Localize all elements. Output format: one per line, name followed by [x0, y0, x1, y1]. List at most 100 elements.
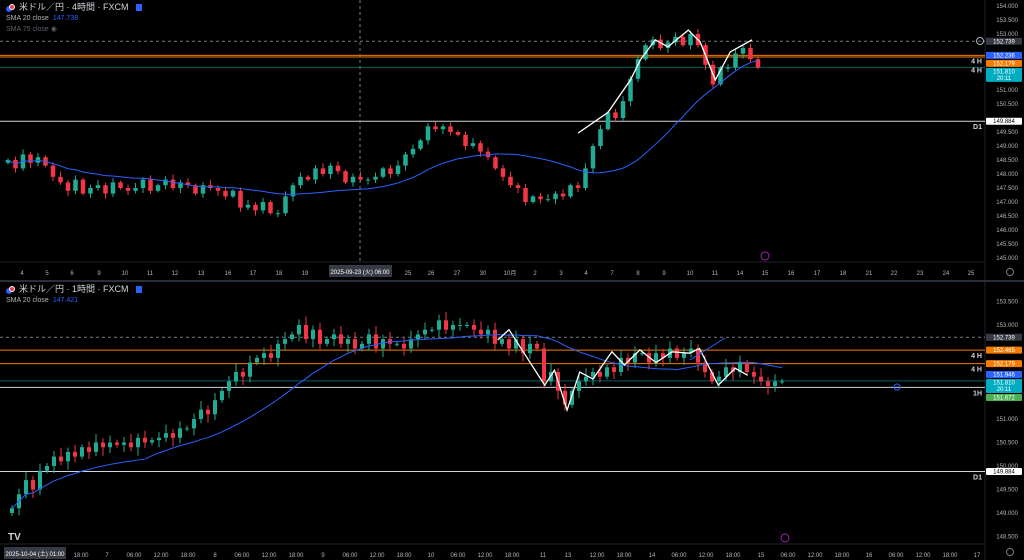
- sma20-legend[interactable]: SMA 20 close 147.738: [6, 13, 142, 24]
- chart-pane-4h[interactable]: 154.000 153.500 153.000 151.000 150.500 149.5…: [0, 0, 1024, 280]
- candle-body: [410, 148, 416, 155]
- sma75-legend[interactable]: SMA 75 close ◉: [6, 24, 142, 35]
- price-tick: 148.500: [996, 535, 1018, 541]
- candle-body: [163, 179, 168, 186]
- market-flag-icon: [135, 4, 142, 11]
- candle-body: [360, 343, 364, 349]
- chart-pane-1h[interactable]: 153.500 153.000 151.000 150.500 150.000 149.5…: [0, 282, 1024, 560]
- candle-body: [220, 390, 224, 401]
- candle-body: [275, 213, 281, 215]
- price-tick: 149.000: [996, 144, 1018, 150]
- candle-body: [297, 325, 301, 335]
- candle-body: [50, 165, 56, 177]
- candle-body: [260, 202, 266, 211]
- timeframe-tag: 1H: [973, 390, 982, 397]
- candle-body: [73, 451, 77, 457]
- sma20-label: SMA 20 close: [6, 15, 49, 22]
- time-tick: 24: [943, 271, 950, 277]
- pane-separator[interactable]: [0, 280, 1024, 282]
- chart-canvas-4h[interactable]: 154.000 153.500 153.000 151.000 150.500 149.5…: [0, 0, 1024, 280]
- price-tick: 151.000: [996, 417, 1018, 423]
- candle-body: [269, 353, 273, 358]
- candle-body: [125, 188, 131, 191]
- candle-body: [748, 48, 753, 60]
- candle-body: [563, 390, 567, 405]
- price-label-bg: [986, 346, 1022, 354]
- tradingview-logo[interactable]: TV: [8, 532, 21, 543]
- price-tick: 153.500: [996, 18, 1018, 24]
- candle-body: [358, 176, 363, 180]
- countdown-label: 20:11: [997, 76, 1012, 82]
- candle-body: [66, 451, 70, 462]
- candle-body: [95, 185, 101, 188]
- candle-body: [612, 367, 616, 372]
- time-tick: 06:00: [780, 553, 796, 559]
- candle-body: [253, 204, 258, 211]
- time-tick: 10: [122, 271, 129, 277]
- add-alert-icon: [976, 37, 984, 45]
- sma20-legend[interactable]: SMA 20 close 147.421: [6, 295, 142, 306]
- price-label: 151.810: [993, 381, 1015, 387]
- time-tick: 27: [454, 271, 461, 277]
- candle-body: [598, 129, 603, 146]
- settings-icon: [1006, 548, 1014, 556]
- time-tick: 19: [302, 271, 309, 277]
- time-tick: 16: [788, 271, 795, 277]
- countdown-label: 20:11: [997, 387, 1012, 393]
- price-tick: 147.500: [996, 186, 1018, 192]
- candle-body: [507, 339, 511, 349]
- zigzag-drawing: [577, 29, 753, 134]
- price-label: 152.179: [993, 362, 1015, 368]
- candle-body: [409, 339, 413, 349]
- candle-body: [80, 447, 84, 457]
- time-tick: 8: [213, 553, 217, 559]
- candle-body: [780, 381, 784, 383]
- candle-body: [304, 325, 308, 340]
- candle-body: [680, 36, 686, 46]
- sma20-value: 147.421: [52, 297, 79, 304]
- candle-body: [223, 190, 228, 197]
- candle-body: [538, 196, 543, 200]
- candle-body: [500, 339, 504, 344]
- candle-body: [658, 39, 663, 48]
- candle-body: [24, 480, 28, 495]
- candle-body: [178, 428, 182, 438]
- candle-body: [455, 132, 461, 135]
- candle-body: [206, 409, 210, 415]
- candle-body: [59, 456, 63, 462]
- settings-icon: [1006, 268, 1014, 276]
- candle-body: [94, 442, 98, 452]
- candle-body: [80, 179, 86, 194]
- candle-body: [395, 343, 399, 345]
- symbol-title[interactable]: 米ドル／円 · 4時間 · FXCM: [19, 2, 129, 12]
- candle-body: [523, 188, 528, 202]
- candle-body: [508, 176, 513, 186]
- candle-body: [122, 442, 126, 445]
- candle-body: [311, 329, 315, 340]
- price-tick: 145.500: [996, 242, 1018, 248]
- candle-body: [268, 202, 273, 214]
- time-tick: 3: [559, 271, 563, 277]
- candle-body: [298, 176, 303, 186]
- symbol-title[interactable]: 米ドル／円 · 1時間 · FXCM: [19, 284, 129, 294]
- candle-body: [136, 437, 140, 448]
- eye-hidden-icon[interactable]: ◉: [50, 26, 57, 33]
- legend-4h: 米ドル／円 · 4時間 · FXCM SMA 20 close 147.738 S…: [6, 2, 142, 35]
- candle-body: [305, 176, 311, 180]
- candle-body: [346, 339, 350, 344]
- candle-body: [423, 329, 427, 335]
- time-tick: 14: [649, 553, 656, 559]
- time-tick: 13: [565, 553, 572, 559]
- candle-body: [724, 367, 728, 377]
- time-tick: 11: [712, 271, 719, 277]
- time-tick: 06:00: [450, 553, 466, 559]
- time-tick: 4: [584, 271, 588, 277]
- candle-body: [545, 199, 551, 201]
- time-tick: 17: [974, 553, 981, 559]
- time-tick: 06:00: [888, 553, 904, 559]
- chart-canvas-1h[interactable]: 153.500 153.000 151.000 150.500 150.000 149.5…: [0, 282, 1024, 560]
- candle-body: [584, 376, 588, 382]
- candle-body: [486, 329, 490, 335]
- time-tick: 12:00: [698, 553, 714, 559]
- candle-body: [773, 381, 777, 387]
